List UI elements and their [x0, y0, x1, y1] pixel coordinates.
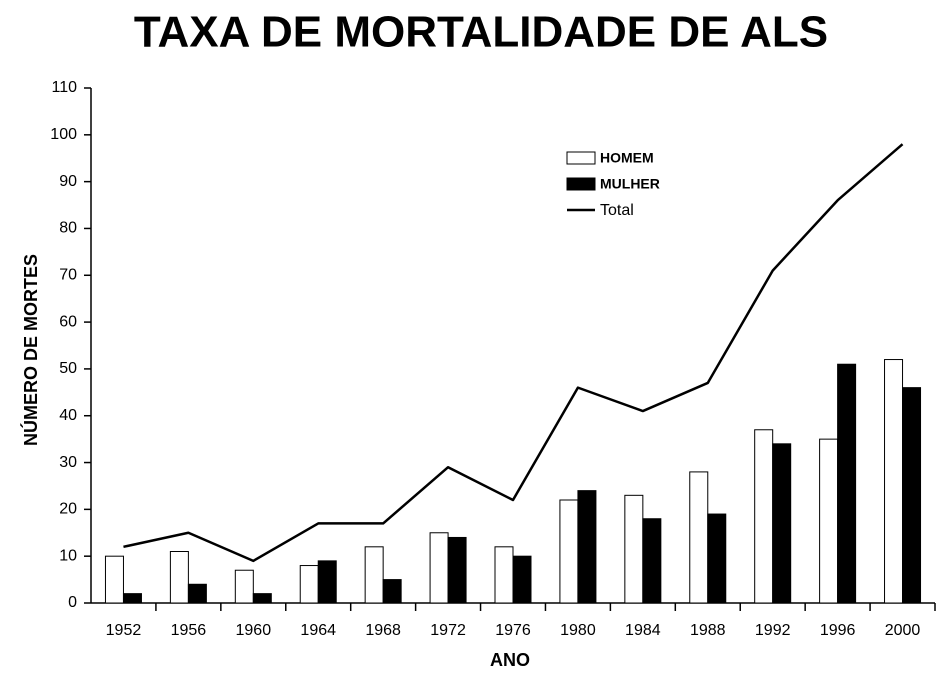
legend-label: MULHER [600, 176, 660, 192]
bar [429, 532, 449, 604]
bar [512, 555, 532, 604]
x-tick-label: 1964 [300, 622, 336, 639]
x-tick-label: 1980 [560, 622, 596, 639]
bar [902, 387, 922, 604]
bar [382, 579, 402, 604]
bar [754, 429, 774, 604]
y-tick-label: 80 [59, 220, 77, 237]
y-tick-label: 110 [51, 79, 77, 96]
bar [252, 593, 272, 604]
y-tick-label: 90 [59, 173, 77, 190]
y-tick-label: 60 [59, 313, 77, 330]
legend-swatch [566, 177, 596, 191]
bar [447, 536, 467, 604]
y-tick-label: 70 [59, 266, 77, 283]
y-tick-label: 0 [68, 594, 77, 611]
y-tick-label: 100 [50, 126, 77, 143]
bar [104, 555, 124, 604]
bar [234, 569, 254, 604]
x-axis-title: ANO [490, 650, 530, 670]
bar [577, 490, 597, 604]
x-tick-label: 1992 [755, 622, 791, 639]
bar [772, 443, 792, 604]
x-tick-label: 1996 [820, 622, 856, 639]
legend-label: HOMEM [600, 150, 654, 166]
x-tick-label: 1952 [106, 622, 142, 639]
x-tick-label: 2000 [885, 622, 921, 639]
x-tick-label: 1972 [430, 622, 466, 639]
x-tick-label: 1968 [365, 622, 401, 639]
bar [819, 438, 839, 604]
bar [317, 560, 337, 604]
bar [494, 546, 514, 604]
bar [884, 359, 904, 604]
x-tick-label: 1976 [495, 622, 531, 639]
bar [689, 471, 709, 604]
bar [187, 583, 207, 604]
bar [122, 593, 142, 604]
bar [299, 565, 319, 604]
y-tick-label: 20 [59, 501, 77, 518]
bar [837, 363, 857, 604]
chart-title: TAXA DE MORTALIDADE DE ALS [134, 8, 828, 57]
y-tick-label: 30 [59, 454, 77, 471]
x-tick-label: 1956 [171, 622, 207, 639]
y-axis-title: NÚMERO DE MORTES [20, 254, 41, 446]
x-tick-label: 1988 [690, 622, 726, 639]
bar [624, 494, 644, 604]
bar [707, 513, 727, 604]
x-tick-label: 1960 [236, 622, 272, 639]
y-tick-label: 50 [59, 360, 77, 377]
x-tick-label: 1984 [625, 622, 661, 639]
legend-label: Total [600, 202, 634, 219]
bar [169, 551, 189, 604]
legend-swatch [566, 151, 596, 165]
y-tick-label: 40 [59, 407, 77, 424]
bar [364, 546, 384, 604]
bar [642, 518, 662, 604]
total-line [123, 143, 904, 563]
bar [559, 499, 579, 604]
y-tick-label: 10 [59, 547, 77, 564]
